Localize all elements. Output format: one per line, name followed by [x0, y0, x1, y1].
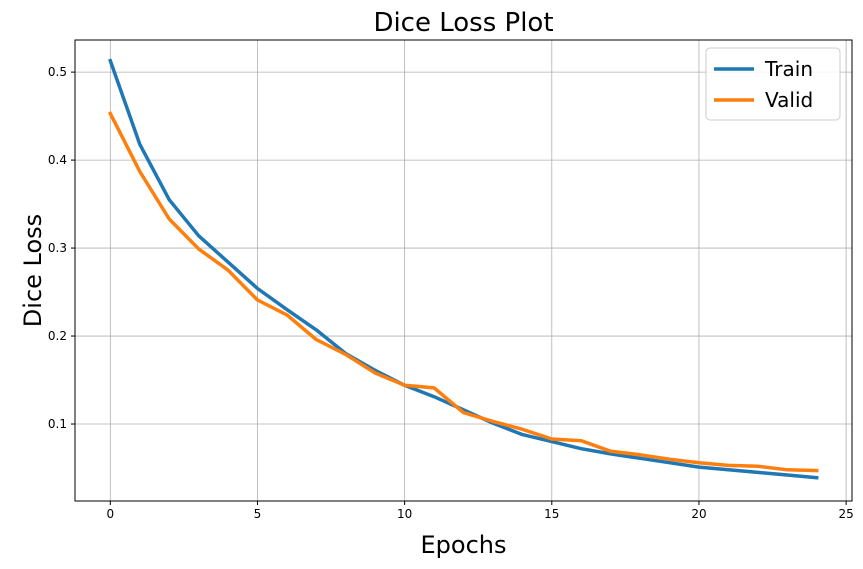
y-tick-label: 0.2: [48, 329, 67, 343]
legend: Train Valid: [705, 47, 841, 121]
legend-label-valid: Valid: [765, 88, 813, 112]
x-tick-label: 20: [691, 507, 706, 521]
y-tick-label: 0.4: [48, 153, 67, 167]
legend-box: [705, 47, 841, 121]
series-line-valid: [107, 111, 819, 473]
y-axis-title: Dice Loss: [19, 214, 47, 327]
y-tick-label: 0.1: [48, 417, 67, 431]
chart-title: Dice Loss Plot: [373, 8, 553, 38]
x-tick-label: 10: [397, 507, 412, 521]
y-tick-label: 0.3: [48, 241, 67, 255]
x-tick-label: 0: [106, 507, 114, 521]
y-tick-label: 0.5: [48, 65, 67, 79]
series-line-train: [108, 58, 819, 480]
tick-layer: 0 5 10 15 20 25 0.1 0.2 0.3 0.4 0.5: [48, 65, 854, 521]
series-layer: [107, 58, 819, 480]
legend-label-train: Train: [764, 57, 813, 81]
x-tick-label: 15: [544, 507, 559, 521]
plot-frame: [74, 39, 853, 502]
x-axis-title: Epochs: [421, 531, 507, 559]
x-tick-label: 25: [838, 507, 853, 521]
x-tick-label: 5: [254, 507, 262, 521]
